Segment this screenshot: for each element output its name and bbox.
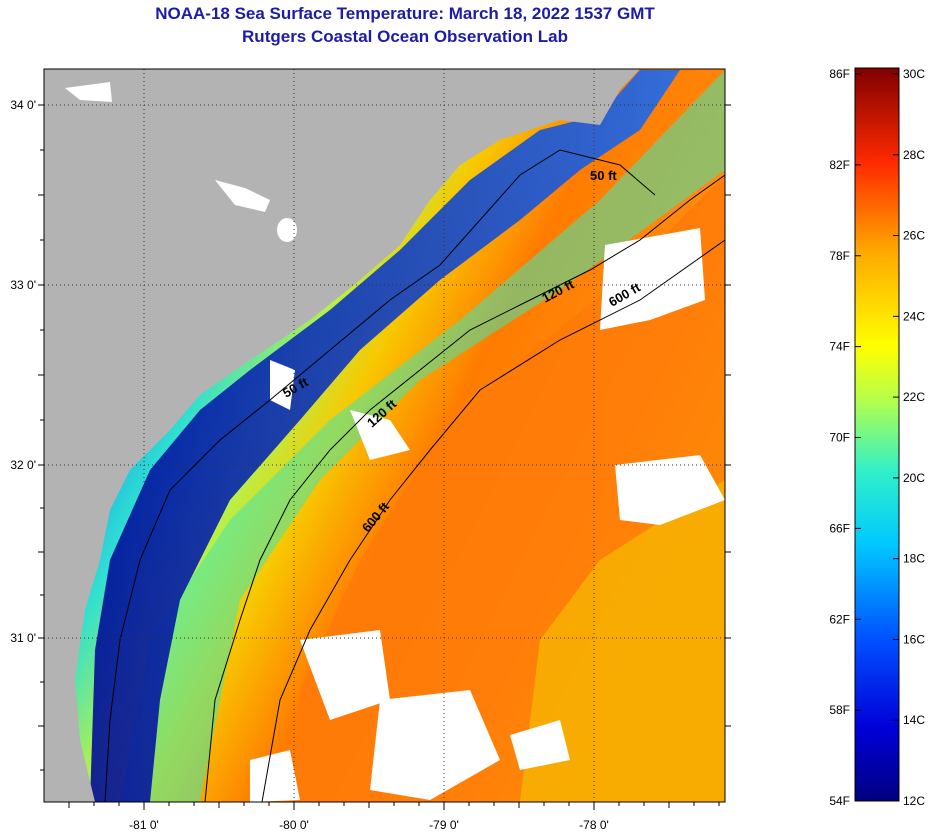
colorbar-f-label: 54F bbox=[829, 794, 850, 808]
sst-colorbar bbox=[854, 67, 900, 802]
graticule bbox=[44, 69, 725, 802]
lat-tick-label: 34 0' bbox=[10, 98, 36, 112]
lat-tick-label: 33 0' bbox=[10, 278, 36, 292]
colorbar-f-label: 66F bbox=[829, 521, 850, 535]
colorbar-c-label: 12C bbox=[903, 794, 925, 808]
lon-tick-label: -80 0' bbox=[279, 818, 309, 832]
map-frame bbox=[43, 68, 726, 803]
colorbar-f-label: 62F bbox=[829, 612, 850, 626]
isobath-120ft bbox=[204, 174, 725, 802]
lon-tick-label: -79 0' bbox=[429, 818, 459, 832]
colorbar-c-label: 30C bbox=[903, 67, 925, 81]
colorbar-f-label: 82F bbox=[829, 158, 850, 172]
colorbar-f-label: 78F bbox=[829, 249, 850, 263]
land-mass bbox=[44, 69, 640, 802]
colorbar-c-label: 24C bbox=[903, 309, 925, 323]
colorbar-f-label: 86F bbox=[829, 67, 850, 81]
colorbar-c-label: 26C bbox=[903, 229, 925, 243]
lat-tick-label: 32 0' bbox=[10, 458, 36, 472]
lat-tick-label: 31 0' bbox=[10, 631, 36, 645]
chart-title-line1: NOAA-18 Sea Surface Temperature: March 1… bbox=[155, 4, 655, 23]
contour-label-50ft-north: 50 ft bbox=[590, 168, 617, 183]
coastal-cold-water bbox=[90, 70, 680, 802]
chart-title-line2: Rutgers Coastal Ocean Observation Lab bbox=[242, 27, 568, 46]
lon-tick-label: -81 0' bbox=[129, 818, 159, 832]
colorbar-celsius-labels: 30C 28C 26C 24C 22C 20C 18C 16C 14C 12C bbox=[903, 67, 925, 808]
colorbar-f-label: 58F bbox=[829, 703, 850, 717]
cloud-mask bbox=[65, 82, 725, 802]
isobath-50ft bbox=[104, 149, 656, 802]
colorbar-c-label: 20C bbox=[903, 471, 925, 485]
axis-ticks bbox=[38, 104, 731, 810]
colorbar-c-label: 18C bbox=[903, 552, 925, 566]
colorbar-f-label: 74F bbox=[829, 340, 850, 354]
colorbar-c-label: 16C bbox=[903, 632, 925, 646]
eastern-yellow-water bbox=[520, 480, 725, 802]
isobath-600ft bbox=[261, 239, 725, 802]
colorbar-c-label: 22C bbox=[903, 390, 925, 404]
shelf-green-water bbox=[120, 70, 725, 802]
colorbar-c-label: 28C bbox=[903, 148, 925, 162]
lon-tick-label: -78 0' bbox=[579, 818, 609, 832]
colorbar-c-label: 14C bbox=[903, 713, 925, 727]
colorbar-fahrenheit-labels: 86F 82F 78F 74F 70F 66F 62F 58F 54F bbox=[829, 67, 850, 808]
colorbar-f-label: 70F bbox=[829, 431, 850, 445]
map-panel bbox=[44, 69, 725, 802]
colorbar-ticks bbox=[855, 73, 899, 802]
